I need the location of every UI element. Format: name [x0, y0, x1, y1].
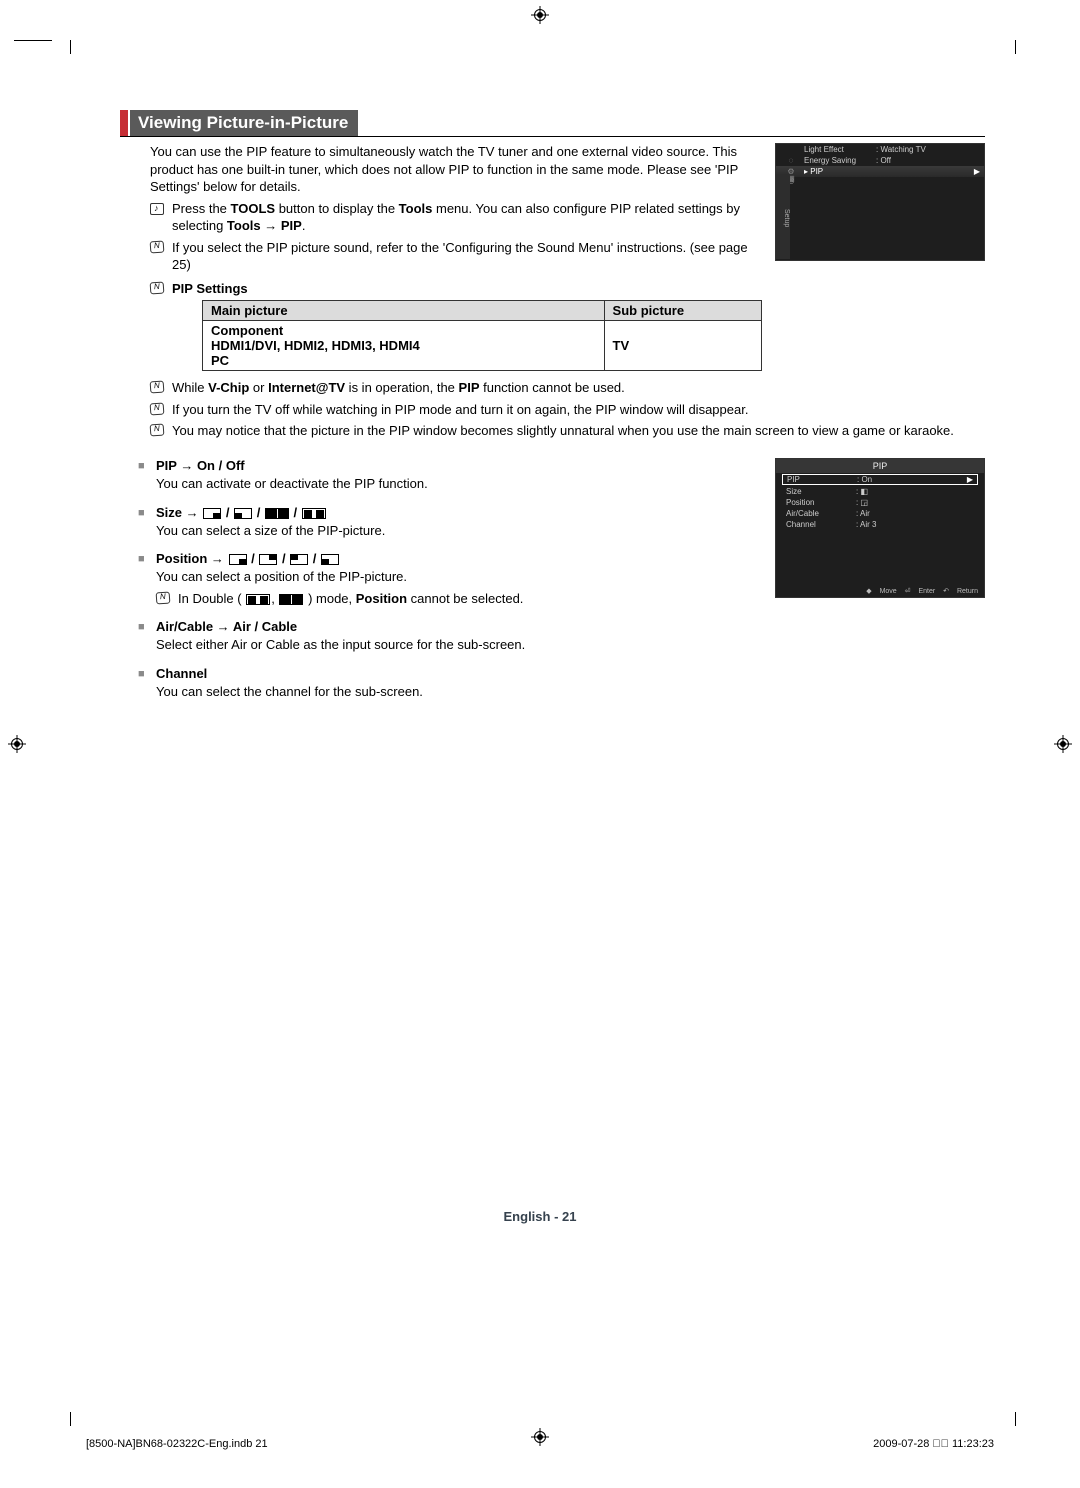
size-icon — [302, 508, 326, 519]
table-cell-main: Component HDMI1/DVI, HDMI2, HDMI3, HDMI4… — [203, 321, 605, 371]
sub-position-body: You can select a position of the PIP-pic… — [156, 568, 757, 586]
pip-settings-note: PIP Settings — [150, 280, 757, 298]
size-icon — [203, 508, 221, 519]
doc-footer: [8500-NA]BN68-02322C-Eng.indb 21 2009-07… — [86, 1438, 994, 1450]
accent-bar — [120, 110, 128, 136]
position-note: In Double ( , ) mode, Position cannot be… — [156, 590, 757, 608]
intro-text: You can use the PIP feature to simultane… — [150, 143, 757, 196]
square-bullet-icon: ■ — [138, 619, 156, 635]
sub-aircable: ■ Air/Cable → Air / Cable — [138, 619, 757, 635]
tool-icon — [150, 203, 164, 215]
note-vchip: While V-Chip or Internet@TV is in operat… — [150, 379, 985, 397]
pip-menu-item: ▸ PIP — [804, 167, 823, 176]
page-number: English - 21 — [504, 1209, 577, 1224]
sub-size: ■ Size → / / / — [138, 505, 757, 521]
sub-channel: ■ Channel — [138, 666, 757, 682]
sub-pip-body: You can activate or deactivate the PIP f… — [156, 475, 757, 493]
tools-note: Press the TOOLS button to display the To… — [150, 200, 757, 235]
table-header-sub: Sub picture — [604, 301, 761, 321]
size-icon — [234, 508, 252, 519]
position-icon — [229, 554, 247, 565]
sub-size-body: You can select a size of the PIP-picture… — [156, 522, 757, 540]
sub-aircable-body: Select either Air or Cable as the input … — [156, 636, 757, 654]
note-tvoff: If you turn the TV off while watching in… — [150, 401, 985, 419]
sub-position: ■ Position → / / / — [138, 551, 757, 567]
square-bullet-icon: ■ — [138, 458, 156, 474]
note-icon — [150, 281, 165, 294]
move-icon: ◆ — [866, 588, 871, 595]
note-icon — [150, 240, 165, 253]
return-icon: ↶ — [943, 588, 949, 595]
section-header: Viewing Picture-in-Picture — [120, 110, 985, 137]
table-header-main: Main picture — [203, 301, 605, 321]
right-arrow-icon: ▶ — [967, 475, 973, 484]
position-icon — [321, 554, 339, 565]
doc-timestamp: 2009-07-28 􀀃􀀃 11:23:23 — [873, 1438, 994, 1450]
position-icon — [290, 554, 308, 565]
square-bullet-icon: ■ — [138, 666, 156, 682]
right-arrow-icon: ▶ — [974, 167, 980, 176]
note-icon — [150, 381, 165, 394]
table-cell-sub: TV — [604, 321, 761, 371]
setup-tab: Setup — [776, 174, 790, 259]
square-bullet-icon: ■ — [138, 551, 156, 567]
osd-setup-screenshot: Light Effect : Watching TV ◌ Energy Savi… — [775, 143, 985, 261]
sub-pip: ■ PIP → On / Off — [138, 458, 757, 474]
double-icon — [279, 594, 303, 605]
note-icon — [150, 402, 165, 415]
size-icon — [265, 508, 289, 519]
osd-pip-screenshot: PIP PIP : On ▶ Size: ◧ Position: ◲ Air/C… — [775, 458, 985, 598]
note-unnatural: You may notice that the picture in the P… — [150, 422, 985, 440]
enter-icon: ⏎ — [905, 588, 911, 595]
pip-settings-table: Main picture Sub picture Component HDMI1… — [202, 300, 762, 371]
globe-icon: ◌ — [780, 156, 802, 165]
position-icon — [259, 554, 277, 565]
section-title: Viewing Picture-in-Picture — [130, 110, 358, 136]
sound-note: If you select the PIP picture sound, ref… — [150, 239, 757, 274]
double-icon — [246, 594, 270, 605]
osd-pip-title: PIP — [776, 459, 984, 473]
doc-file-label: [8500-NA]BN68-02322C-Eng.indb 21 — [86, 1438, 268, 1450]
note-icon — [150, 424, 165, 437]
note-icon — [156, 591, 171, 604]
sub-channel-body: You can select the channel for the sub-s… — [156, 683, 757, 701]
square-bullet-icon: ■ — [138, 505, 156, 521]
